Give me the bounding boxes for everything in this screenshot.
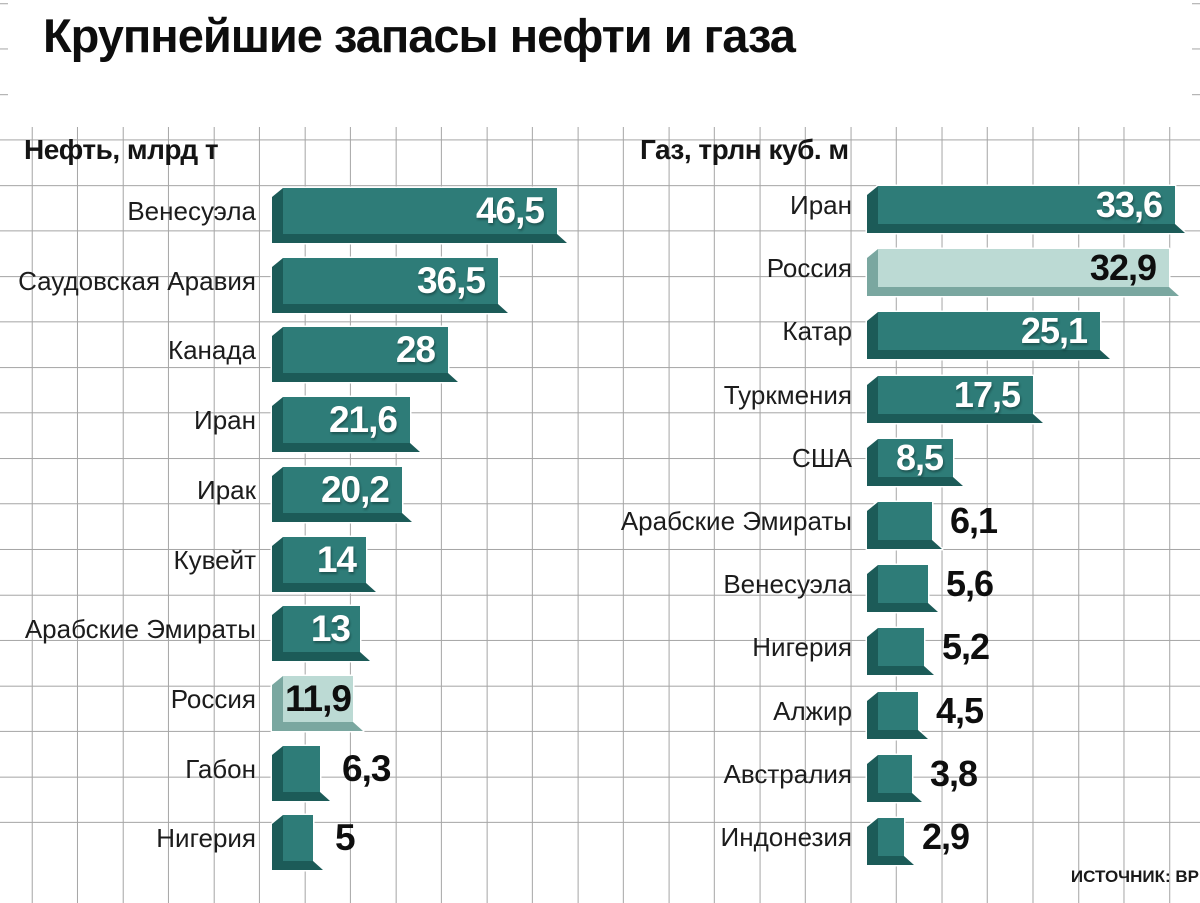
bar-3d	[270, 395, 422, 454]
bar-3d	[270, 186, 569, 245]
gas-chart-title: Газ, трлн куб. м	[640, 134, 849, 165]
bar-label: Венесуэла	[127, 196, 256, 226]
bar-3d	[270, 674, 365, 733]
bar-3d	[270, 465, 414, 524]
bar-label: Ирак	[197, 475, 256, 505]
bar-label: Россия	[766, 253, 852, 283]
bar-3d	[270, 813, 325, 872]
bar-value: 6,1	[950, 500, 998, 541]
bar-label: Саудовская Аравия	[18, 266, 256, 296]
bar-label: Алжир	[773, 696, 852, 726]
bar-label: Венесуэла	[723, 569, 852, 599]
bar-value: 13	[310, 608, 351, 649]
bar-3d	[865, 374, 1045, 425]
bar-3d	[270, 604, 372, 663]
bar-value: 2,9	[922, 816, 970, 857]
bar-value: 3,8	[930, 753, 978, 794]
bar-label: Кувейт	[173, 545, 256, 575]
bar-3d	[270, 744, 332, 803]
bar-value: 20,2	[320, 469, 390, 510]
page-title: Крупнейшие запасы нефти и газа	[43, 9, 796, 62]
title-band: Крупнейшие запасы нефти и газа	[8, 0, 1192, 127]
bar-value: 25,1	[1020, 310, 1088, 351]
source-note: ИСТОЧНИК: ВР	[1070, 867, 1199, 886]
bar-label: Иран	[790, 190, 852, 220]
oil-chart-title: Нефть, млрд т	[24, 134, 219, 165]
bar-value: 17,5	[953, 374, 1021, 415]
bar-label: Арабские Эмираты	[24, 614, 256, 644]
bar-value: 5	[335, 817, 356, 858]
bar-3d	[865, 500, 944, 551]
bar-label: Нигерия	[752, 632, 852, 662]
bar-label: США	[792, 443, 852, 473]
bar-label: Габон	[185, 754, 256, 784]
bar-value: 4,5	[936, 690, 984, 731]
bar-3d	[865, 563, 940, 614]
bar-label: Катар	[782, 316, 852, 346]
bar-label: Индонезия	[720, 822, 852, 852]
bar-3d	[865, 310, 1112, 361]
bar-value: 36,5	[416, 260, 486, 301]
bar-3d	[865, 753, 924, 804]
bar-value: 21,6	[328, 399, 398, 440]
bar-label: Туркмения	[723, 380, 852, 410]
bar-label: Россия	[170, 684, 256, 714]
bar-label: Иран	[194, 405, 256, 435]
bar-3d	[865, 437, 965, 488]
bar-label: Арабские Эмираты	[620, 506, 852, 536]
bar-3d	[865, 626, 936, 677]
bar-label: Нигерия	[156, 823, 256, 853]
bar-value: 5,6	[946, 563, 994, 604]
bar-3d	[865, 247, 1181, 298]
bar-value: 14	[316, 539, 357, 580]
bar-value: 5,2	[942, 626, 990, 667]
bar-label: Австралия	[723, 759, 852, 789]
bar-label: Канада	[167, 335, 256, 365]
bar-value: 11,9	[285, 678, 352, 719]
bar-3d	[270, 256, 510, 315]
bar-value: 33,6	[1095, 184, 1163, 225]
bar-3d	[270, 325, 460, 384]
bar-value: 28	[395, 329, 436, 370]
bar-value: 8,5	[895, 437, 944, 478]
bar-value: 6,3	[342, 748, 391, 789]
bar-3d	[865, 184, 1187, 235]
bar-3d	[865, 690, 930, 741]
bar-value: 46,5	[475, 190, 545, 231]
bar-3d	[865, 816, 916, 867]
bar-value: 32,9	[1089, 247, 1157, 288]
bar-3d	[270, 535, 378, 594]
